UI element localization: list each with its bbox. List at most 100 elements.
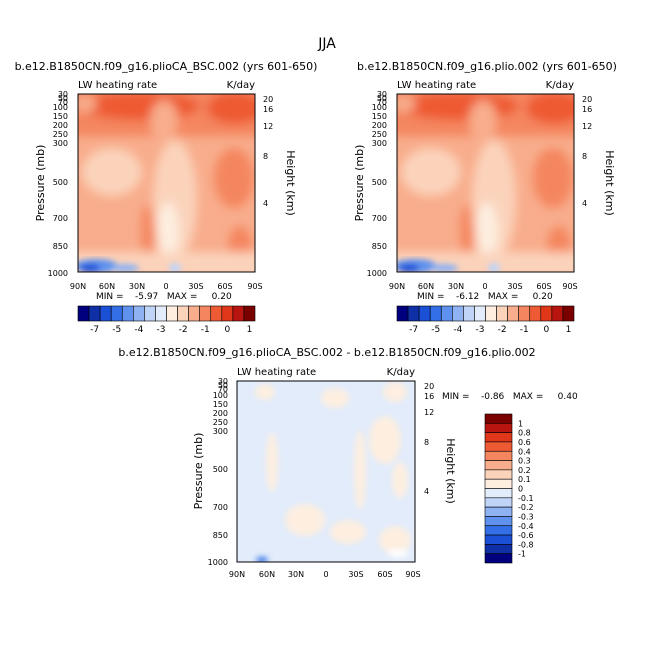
colorbar-label: -4: [134, 325, 143, 335]
positive-anomaly: [321, 388, 349, 408]
upper-dip: [469, 100, 497, 140]
colorbar-swatch: [407, 305, 420, 322]
panel-title: b.e12.B1850CN.f09_g16.plioCA_BSC.002 - b…: [118, 346, 535, 359]
colorbar-swatch: [484, 423, 513, 433]
colorbar-swatch: [484, 534, 513, 545]
y-axis-label: Pressure (mb): [353, 145, 366, 222]
colorbar-swatch: [484, 497, 513, 508]
y2-tick-label: 4: [582, 199, 587, 208]
upper-core: [80, 94, 200, 120]
x-tick-label: 60N: [259, 570, 275, 579]
contour-field: [397, 94, 574, 272]
y-tick-label: 200: [372, 121, 387, 130]
y-tick-label: 300: [213, 427, 228, 436]
positive-anomaly: [255, 384, 275, 400]
y2-tick-labels: 20 16 12 8 4: [263, 95, 273, 208]
colorbar-swatch: [484, 506, 513, 517]
colorbar-label: 1: [518, 419, 523, 428]
colorbar-label: 0: [543, 325, 549, 335]
colorbar-swatch: [484, 469, 513, 480]
colorbar-swatch: [484, 478, 513, 489]
y-tick-label: 100: [213, 391, 228, 400]
y-tick-label: 300: [53, 139, 68, 148]
colorbar-label: -0.1: [518, 494, 534, 503]
colorbar-swatch: [210, 305, 223, 322]
surface-cooling-mid: [111, 264, 139, 272]
y2-tick-label: 16: [582, 105, 592, 114]
y2-tick-label: 12: [263, 122, 273, 131]
plot-frame: [77, 93, 256, 273]
colorbar-swatch: [484, 441, 513, 452]
panel-subtitle-right: K/day: [546, 80, 574, 91]
contour-field: [237, 381, 415, 562]
x-tick-label: 90N: [70, 282, 86, 291]
colorbar-swatch: [232, 305, 245, 322]
panel-2: b.e12.B1850CN.f09_g16.plio.002 (yrs 601-…: [353, 60, 617, 335]
x-tick-labels: 90N 60N 30N 0 30S 60S 90S: [389, 282, 578, 291]
colorbar-swatch: [484, 432, 513, 443]
colorbar-swatch: [484, 450, 513, 461]
surface-cooling-mid: [430, 264, 458, 272]
panel-subtitle-right: K/day: [227, 80, 255, 91]
colorbar-label: -3: [156, 325, 165, 335]
y2-tick-label: 8: [582, 152, 587, 161]
colorbar-swatch: [133, 305, 145, 322]
figure-title: JJA: [317, 36, 336, 52]
upper-left-pale: [78, 96, 97, 112]
colorbar-swatch: [540, 305, 553, 322]
y-tick-label: 700: [372, 214, 387, 223]
y2-tick-label: 12: [582, 122, 592, 131]
y-tick-label: 250: [372, 130, 387, 139]
colorbar-label: -5: [112, 325, 121, 335]
y2-axis-label: Height (km): [603, 150, 616, 216]
y-tick-label: 850: [53, 242, 68, 251]
colorbar-label: -0.3: [518, 512, 534, 521]
y-tick-label: 50: [58, 94, 68, 103]
y2-tick-labels: 20 16 12 8 4: [582, 95, 592, 208]
colorbar-label: 0.3: [518, 457, 531, 466]
colorbar-label: 0.6: [518, 438, 531, 447]
positive-anomaly: [266, 432, 278, 492]
y2-tick-label: 20: [424, 382, 434, 391]
colorbar-swatch: [484, 413, 513, 424]
colorbar-label: -2: [498, 325, 507, 335]
colorbar-swatch: [396, 305, 409, 322]
y-tick-labels: 30 50 70 100 150 200 250 300 500 700 850…: [367, 90, 387, 278]
colorbar-label: 0: [224, 325, 230, 335]
x-tick-label: 0: [163, 282, 168, 291]
x-tick-label: 60N: [418, 282, 434, 291]
colorbar-swatch: [484, 525, 513, 536]
colorbar-swatch: [99, 305, 112, 322]
colorbar-swatch: [485, 305, 497, 322]
y2-tick-label: 8: [263, 152, 268, 161]
colorbar-swatch: [88, 305, 101, 322]
y-tick-label: 250: [53, 130, 68, 139]
y-tick-label: 700: [53, 214, 68, 223]
y-tick-label: 30: [218, 377, 228, 386]
x-tick-label: 0: [323, 570, 328, 579]
colorbar-label: 1: [566, 325, 572, 335]
y2-tick-label: 16: [424, 392, 434, 401]
y-tick-label: 1000: [48, 269, 68, 278]
positive-anomaly: [392, 462, 408, 498]
y-tick-label: 100: [53, 103, 68, 112]
y-tick-label: 30: [58, 90, 68, 99]
y-axis-label: Pressure (mb): [34, 145, 47, 222]
positive-anomaly: [330, 520, 366, 544]
y-tick-label: 500: [213, 465, 228, 474]
colorbar-swatch: [551, 305, 564, 322]
colorbar-swatch: [484, 516, 513, 527]
y-tick-label: 850: [213, 531, 228, 540]
mid-left-band: [82, 148, 142, 196]
colorbar-label: -1: [518, 550, 526, 559]
x-tick-label: 90N: [229, 570, 245, 579]
colorbar-label: -1: [520, 325, 529, 335]
colorbar-swatch: [243, 305, 256, 322]
y-tick-label: 200: [213, 409, 228, 418]
colorbar-label: -4: [453, 325, 462, 335]
colorbar-label: 1: [247, 325, 253, 335]
y-tick-label: 50: [377, 94, 387, 103]
y-tick-label: 1000: [367, 269, 387, 278]
y2-tick-label: 20: [263, 95, 273, 104]
